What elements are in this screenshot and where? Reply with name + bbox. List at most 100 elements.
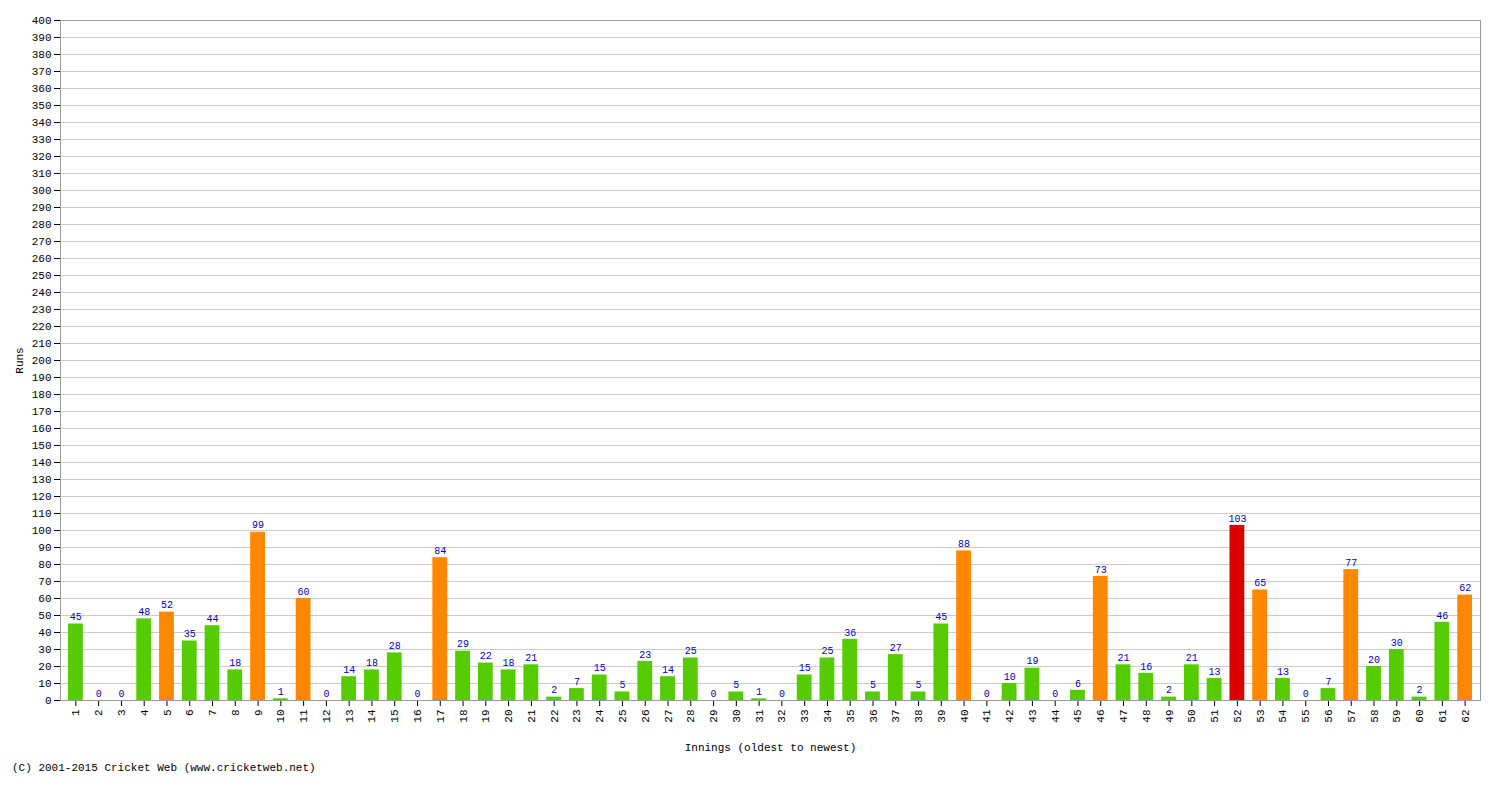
svg-text:220: 220 — [32, 321, 52, 333]
svg-text:160: 160 — [32, 423, 52, 435]
svg-text:45: 45 — [935, 612, 947, 623]
svg-text:10: 10 — [1004, 672, 1016, 683]
svg-text:21: 21 — [525, 653, 537, 664]
svg-text:0: 0 — [1303, 689, 1309, 700]
svg-text:48: 48 — [138, 607, 150, 618]
svg-text:47: 47 — [1118, 710, 1130, 723]
svg-text:73: 73 — [1095, 565, 1107, 576]
svg-text:77: 77 — [1345, 558, 1357, 569]
svg-text:23: 23 — [639, 650, 651, 661]
svg-text:7: 7 — [207, 710, 219, 717]
svg-text:41: 41 — [981, 709, 993, 723]
svg-text:49: 49 — [1164, 710, 1176, 723]
svg-text:250: 250 — [32, 270, 52, 282]
svg-text:2: 2 — [1166, 685, 1172, 696]
svg-text:9: 9 — [253, 710, 265, 717]
svg-text:84: 84 — [434, 546, 446, 557]
svg-text:29: 29 — [708, 710, 720, 723]
svg-text:38: 38 — [913, 710, 925, 723]
svg-text:0: 0 — [118, 689, 124, 700]
svg-text:21: 21 — [1117, 653, 1129, 664]
svg-text:2: 2 — [93, 710, 105, 717]
svg-text:210: 210 — [32, 338, 52, 350]
svg-text:14: 14 — [366, 709, 378, 723]
svg-text:10: 10 — [38, 678, 51, 690]
svg-text:15: 15 — [594, 663, 606, 674]
svg-text:57: 57 — [1346, 710, 1358, 723]
svg-text:52: 52 — [161, 600, 173, 611]
svg-text:31: 31 — [754, 709, 766, 723]
svg-text:15: 15 — [389, 710, 401, 723]
svg-text:103: 103 — [1228, 514, 1246, 525]
svg-text:4: 4 — [139, 709, 151, 716]
svg-text:42: 42 — [1004, 710, 1016, 723]
svg-text:43: 43 — [1027, 710, 1039, 723]
svg-text:65: 65 — [1254, 578, 1266, 589]
svg-text:5: 5 — [916, 680, 922, 691]
svg-text:18: 18 — [503, 658, 515, 669]
svg-text:8: 8 — [230, 710, 242, 717]
svg-text:200: 200 — [32, 355, 52, 367]
svg-text:35: 35 — [184, 629, 196, 640]
svg-text:6: 6 — [184, 710, 196, 717]
svg-text:27: 27 — [890, 643, 902, 654]
svg-text:14: 14 — [343, 665, 355, 676]
svg-text:25: 25 — [685, 646, 697, 657]
svg-text:25: 25 — [617, 710, 629, 723]
svg-text:26: 26 — [640, 710, 652, 723]
svg-text:270: 270 — [32, 236, 52, 248]
svg-text:1: 1 — [756, 687, 762, 698]
svg-text:54: 54 — [1277, 709, 1289, 723]
svg-text:3: 3 — [116, 710, 128, 717]
svg-text:23: 23 — [571, 710, 583, 723]
svg-text:150: 150 — [32, 440, 52, 452]
svg-text:240: 240 — [32, 287, 52, 299]
svg-text:30: 30 — [1391, 638, 1403, 649]
svg-text:62: 62 — [1459, 583, 1471, 594]
svg-text:190: 190 — [32, 372, 52, 384]
svg-text:50: 50 — [38, 610, 51, 622]
svg-text:25: 25 — [821, 646, 833, 657]
svg-text:0: 0 — [1052, 689, 1058, 700]
svg-text:310: 310 — [32, 168, 52, 180]
svg-text:13: 13 — [1209, 667, 1221, 678]
svg-text:60: 60 — [38, 593, 51, 605]
svg-text:260: 260 — [32, 253, 52, 265]
svg-text:40: 40 — [38, 627, 51, 639]
svg-text:88: 88 — [958, 539, 970, 550]
svg-text:0: 0 — [96, 689, 102, 700]
svg-text:32: 32 — [776, 710, 788, 723]
svg-text:36: 36 — [844, 628, 856, 639]
svg-text:300: 300 — [32, 185, 52, 197]
svg-text:400: 400 — [32, 15, 52, 27]
svg-text:120: 120 — [32, 491, 52, 503]
svg-text:22: 22 — [549, 710, 561, 723]
svg-text:18: 18 — [366, 658, 378, 669]
svg-text:15: 15 — [799, 663, 811, 674]
svg-text:60: 60 — [298, 587, 310, 598]
svg-text:60: 60 — [1414, 710, 1426, 723]
svg-text:1: 1 — [278, 687, 284, 698]
svg-text:61: 61 — [1437, 709, 1449, 723]
svg-text:80: 80 — [38, 559, 51, 571]
svg-text:280: 280 — [32, 219, 52, 231]
svg-text:21: 21 — [526, 709, 538, 723]
svg-text:29: 29 — [457, 639, 469, 650]
svg-text:28: 28 — [389, 641, 401, 652]
svg-text:44: 44 — [1050, 709, 1062, 723]
svg-text:330: 330 — [32, 134, 52, 146]
svg-text:16: 16 — [1140, 662, 1152, 673]
svg-text:19: 19 — [1026, 656, 1038, 667]
svg-text:45: 45 — [70, 612, 82, 623]
svg-text:0: 0 — [779, 689, 785, 700]
svg-text:90: 90 — [38, 542, 51, 554]
svg-text:22: 22 — [480, 651, 492, 662]
svg-text:27: 27 — [663, 710, 675, 723]
svg-text:Innings (oldest to newest): Innings (oldest to newest) — [685, 742, 857, 754]
svg-text:51: 51 — [1209, 709, 1221, 723]
svg-text:5: 5 — [733, 680, 739, 691]
svg-text:0: 0 — [711, 689, 717, 700]
svg-text:36: 36 — [868, 710, 880, 723]
svg-text:6: 6 — [1075, 679, 1081, 690]
svg-text:5: 5 — [161, 710, 173, 717]
